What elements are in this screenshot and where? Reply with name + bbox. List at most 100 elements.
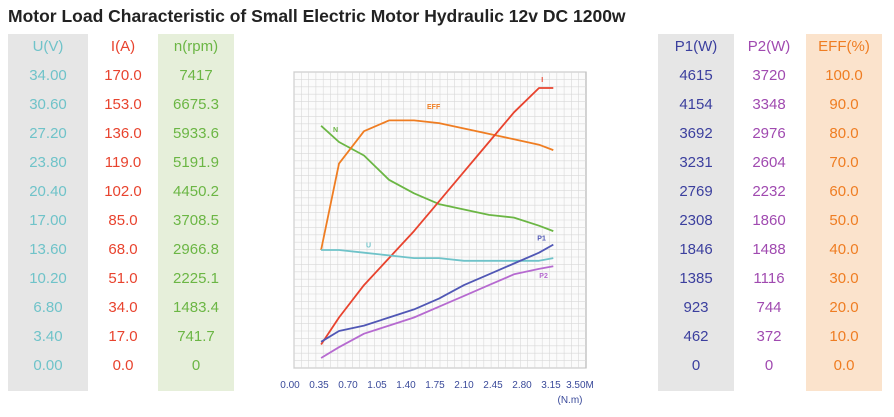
speed-header: n(rpm) — [173, 38, 219, 55]
speed-value: 1483.4 — [173, 299, 219, 316]
p2-value: 1860 — [752, 212, 786, 229]
current-value: 102.0 — [104, 183, 142, 200]
eff-value: 10.0 — [829, 328, 859, 345]
voltage-value: 20.40 — [29, 183, 67, 200]
speed-column: n(rpm) 7417 6675.3 5933.6 5191.9 4450.2 3708.5… — [158, 34, 234, 391]
p1-value: 3231 — [679, 154, 713, 171]
x-tick-label: 0.00 — [280, 380, 300, 391]
x-tick-label: 1.40 — [396, 380, 416, 391]
series-label-u: U — [366, 243, 371, 250]
speed-value: 5933.6 — [173, 125, 219, 142]
eff-value: 90.0 — [829, 96, 859, 113]
motor-characteristic-chart: N EFF I U P1 P2 0.00 0.35 0.70 1.05 1.40 1.75 2.10 2… — [280, 71, 594, 406]
voltage-value: 17.00 — [29, 212, 67, 229]
p1-value: 1846 — [679, 241, 713, 258]
current-value: 0.0 — [112, 357, 134, 374]
series-label-p2: P2 — [539, 273, 548, 280]
series-line-p1 — [320, 243, 554, 343]
p1-value: 4154 — [679, 96, 713, 113]
p1-value: 0 — [691, 357, 701, 374]
voltage-value: 3.40 — [33, 328, 63, 345]
p1-value: 2308 — [679, 212, 713, 229]
series-label-i: I — [541, 77, 543, 84]
x-tick-label: 0.35 — [309, 380, 329, 391]
current-value: 34.0 — [108, 299, 138, 316]
speed-value: 2966.8 — [173, 241, 219, 258]
x-tick-label: 0.70 — [338, 380, 358, 391]
series-line-i — [320, 87, 554, 345]
voltage-value: 30.60 — [29, 96, 67, 113]
x-tick-label: 2.45 — [483, 380, 503, 391]
speed-value: 7417 — [179, 67, 213, 84]
eff-column: EFF(%) 100.0 90.0 80.0 70.0 60.0 50.0 40.0 30.0 2… — [806, 34, 882, 391]
series-label-p1: P1 — [537, 236, 546, 243]
speed-value: 4450.2 — [173, 183, 219, 200]
speed-value: 2225.1 — [173, 270, 219, 287]
series-labels: N EFF I U P1 P2 — [333, 77, 548, 280]
grid — [293, 71, 586, 369]
series-line-n — [320, 125, 554, 232]
series-label-n: N — [333, 127, 338, 134]
p1-value: 1385 — [679, 270, 713, 287]
voltage-value: 34.00 — [29, 67, 67, 84]
current-value: 119.0 — [104, 154, 142, 171]
eff-value: 70.0 — [829, 154, 859, 171]
x-tick-label: 3.50M — [566, 380, 594, 391]
p2-value: 0 — [764, 357, 774, 374]
eff-value: 40.0 — [829, 241, 859, 258]
x-tick-label: 2.80 — [512, 380, 532, 391]
p2-value: 372 — [756, 328, 782, 345]
eff-value: 60.0 — [829, 183, 859, 200]
p2-value: 3348 — [752, 96, 786, 113]
current-value: 153.0 — [104, 96, 142, 113]
p1-value: 923 — [683, 299, 709, 316]
current-column: I(A) 170.0 153.0 136.0 119.0 102.0 85.0 68.0 51.… — [90, 34, 156, 391]
p2-value: 744 — [756, 299, 782, 316]
series-line-p2 — [320, 265, 554, 359]
speed-value: 0 — [191, 357, 201, 374]
voltage-column: U(V) 34.00 30.60 27.20 23.80 20.40 17.00 13.60 1… — [8, 34, 88, 391]
p1-value: 2769 — [679, 183, 713, 200]
current-value: 170.0 — [104, 67, 142, 84]
p2-value: 2976 — [752, 125, 786, 142]
p1-value: 4615 — [679, 67, 713, 84]
x-axis-ticks: 0.00 0.35 0.70 1.05 1.40 1.75 2.10 2.45 2.80 3.15… — [280, 380, 594, 391]
series-layer — [320, 87, 554, 359]
current-value: 17.0 — [108, 328, 138, 345]
p2-value: 2232 — [752, 183, 786, 200]
speed-value: 741.7 — [177, 328, 215, 345]
series-label-eff: EFF — [427, 104, 441, 111]
eff-value: 50.0 — [829, 212, 859, 229]
eff-value: 30.0 — [829, 270, 859, 287]
series-line-eff — [320, 119, 554, 251]
speed-value: 5191.9 — [173, 154, 219, 171]
p1-value: 462 — [683, 328, 709, 345]
x-tick-label: 3.15 — [541, 380, 561, 391]
p2-value: 3720 — [752, 67, 786, 84]
p1-header: P1(W) — [674, 38, 718, 55]
eff-value: 80.0 — [829, 125, 859, 142]
voltage-value: 23.80 — [29, 154, 67, 171]
voltage-value: 27.20 — [29, 125, 67, 142]
eff-header: EFF(%) — [818, 38, 870, 55]
p2-value: 1116 — [753, 270, 785, 287]
p2-column: P2(W) 3720 3348 2976 2604 2232 1860 1488 1116 744… — [736, 34, 802, 391]
current-value: 68.0 — [108, 241, 138, 258]
voltage-value: 6.80 — [33, 299, 63, 316]
current-header: I(A) — [110, 38, 136, 55]
x-tick-label: 1.75 — [425, 380, 445, 391]
voltage-header: U(V) — [32, 38, 64, 55]
x-tick-label: 2.10 — [454, 380, 474, 391]
x-tick-label: 1.05 — [367, 380, 387, 391]
p2-header: P2(W) — [747, 38, 791, 55]
speed-value: 6675.3 — [173, 96, 219, 113]
eff-value: 20.0 — [829, 299, 859, 316]
chart-title: Motor Load Characteristic of Small Elect… — [8, 6, 626, 26]
p1-column: P1(W) 4615 4154 3692 3231 2769 2308 1846 1385 923… — [658, 34, 734, 391]
speed-value: 3708.5 — [173, 212, 219, 229]
eff-value: 100.0 — [825, 67, 863, 84]
x-axis-unit-label: (N.m) — [558, 395, 583, 406]
p2-value: 2604 — [752, 154, 786, 171]
current-value: 51.0 — [108, 270, 138, 287]
voltage-value: 13.60 — [29, 241, 67, 258]
